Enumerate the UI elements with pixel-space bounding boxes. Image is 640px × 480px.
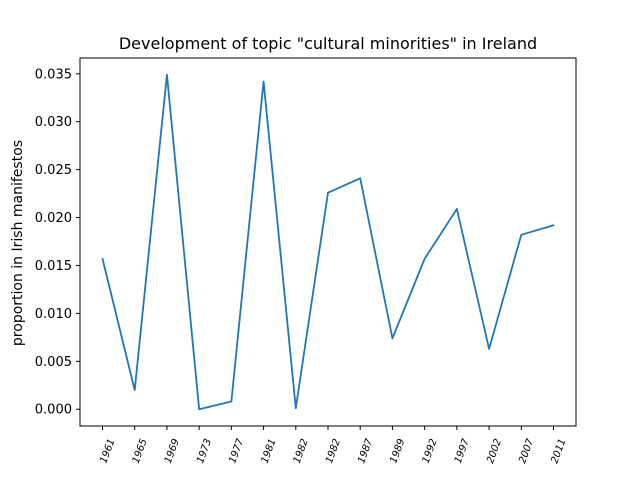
chart-title: Development of topic "cultural minoritie… (119, 34, 537, 53)
y-tick-label: 0.005 (35, 355, 72, 370)
y-tick-label: 0.025 (35, 163, 72, 178)
y-tick-label: 0.010 (35, 307, 72, 322)
series-line (101, 73, 555, 411)
y-axis-label: proportion in Irish manifestos (10, 140, 26, 346)
y-tick-label: 0.015 (35, 259, 72, 274)
y-tick-label: 0.030 (35, 115, 72, 130)
y-tick-label: 0.000 (35, 403, 72, 418)
y-tick-label: 0.020 (35, 211, 72, 226)
y-tick-label: 0.035 (35, 67, 72, 82)
